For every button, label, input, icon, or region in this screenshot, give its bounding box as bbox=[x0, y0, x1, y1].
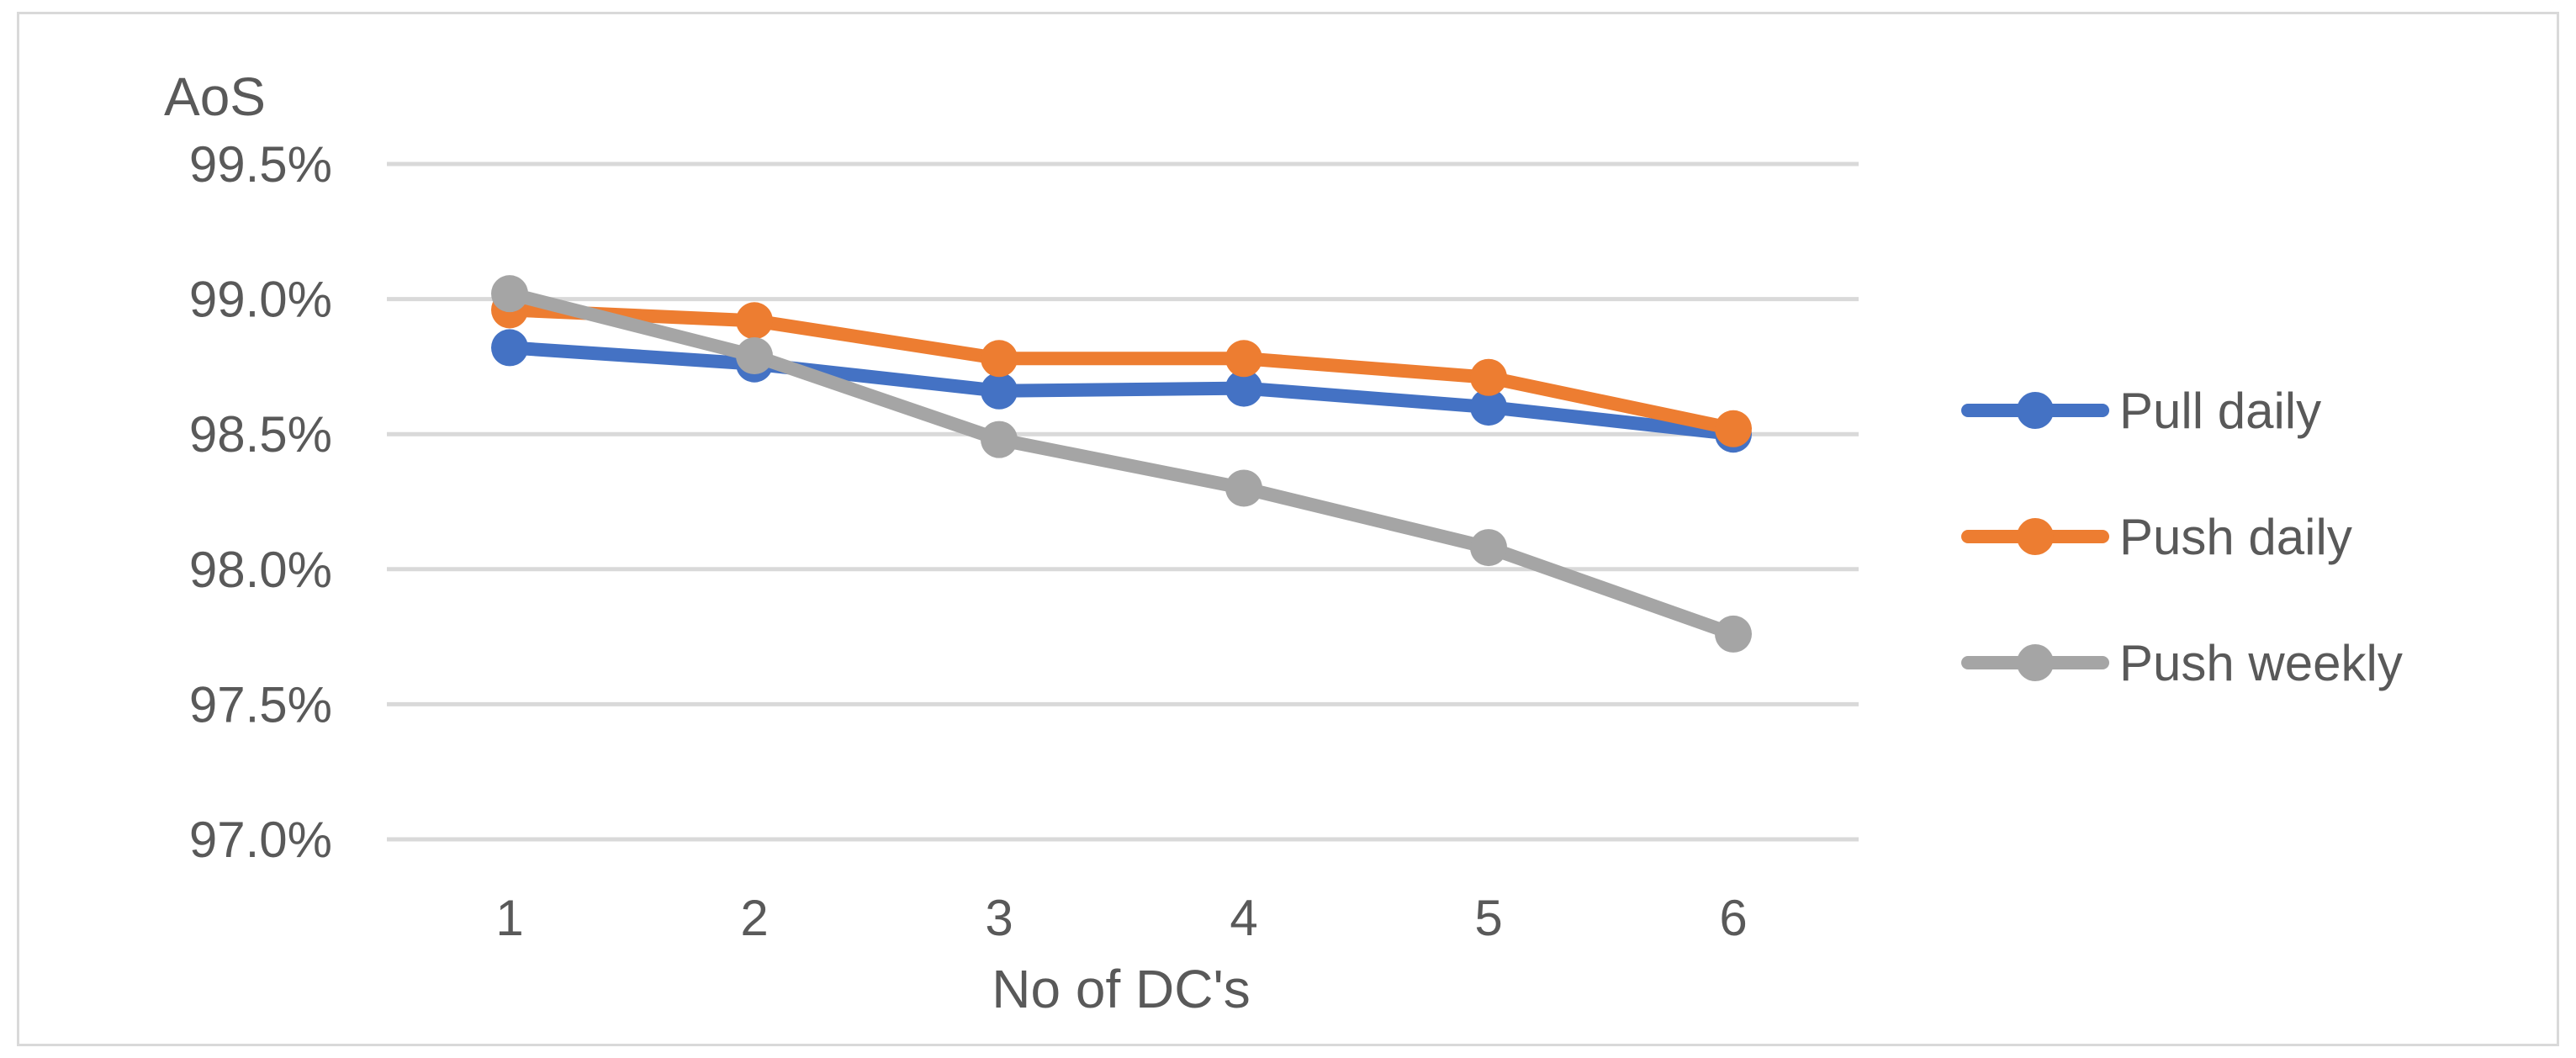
y-tick-label: 99.5% bbox=[189, 136, 332, 193]
data-point-pull-daily bbox=[1470, 389, 1507, 426]
legend-item-push-daily: Push daily bbox=[1961, 509, 2352, 565]
y-tick-label: 99.0% bbox=[189, 272, 332, 328]
data-point-push-weekly bbox=[491, 275, 528, 313]
data-point-push-weekly bbox=[1225, 469, 1262, 507]
x-tick-label: 4 bbox=[1230, 890, 1257, 946]
gridlines bbox=[387, 161, 1859, 842]
y-tick-label: 97.0% bbox=[189, 812, 332, 868]
legend-label: Push weekly bbox=[2119, 635, 2403, 691]
series-push-daily bbox=[491, 291, 1752, 447]
legend-swatch-marker bbox=[2017, 518, 2054, 555]
y-tick-label: 98.0% bbox=[189, 542, 332, 598]
series-line-push-weekly bbox=[503, 287, 1740, 641]
x-tick-label: 1 bbox=[495, 890, 523, 946]
data-point-push-daily bbox=[1470, 358, 1507, 396]
series-lines bbox=[491, 275, 1752, 653]
legend-item-pull-daily: Pull daily bbox=[1961, 383, 2321, 439]
data-point-push-weekly bbox=[1715, 615, 1752, 653]
data-point-pull-daily bbox=[981, 372, 1018, 410]
data-point-push-daily bbox=[1225, 340, 1262, 378]
x-tick-label: 3 bbox=[985, 890, 1013, 946]
x-tick-label: 6 bbox=[1719, 890, 1747, 946]
x-tick-label: 2 bbox=[740, 890, 768, 946]
series-line-push-daily bbox=[503, 303, 1740, 436]
y-axis-title: AoS bbox=[164, 66, 266, 127]
data-point-push-weekly bbox=[981, 421, 1018, 458]
legend-swatch-marker bbox=[2017, 644, 2054, 681]
legend-label: Push daily bbox=[2119, 509, 2352, 565]
data-point-push-daily bbox=[981, 340, 1018, 378]
x-axis-title: No of DC's bbox=[992, 959, 1250, 1019]
data-point-pull-daily bbox=[1225, 369, 1262, 407]
legend-swatch-marker bbox=[2017, 392, 2054, 429]
series-push-weekly bbox=[491, 275, 1752, 653]
y-axis-ticks: 97.0% 97.5% 98.0% 98.5% 99.0% 99.5% bbox=[189, 136, 332, 868]
x-tick-label: 5 bbox=[1474, 890, 1502, 946]
data-point-push-weekly bbox=[736, 337, 773, 375]
legend: Pull daily Push daily Push weekly bbox=[1961, 383, 2403, 691]
data-point-push-daily bbox=[1715, 410, 1752, 447]
x-axis-ticks: 1 2 3 4 5 6 bbox=[495, 890, 1747, 946]
series-line-pull-daily bbox=[503, 341, 1740, 442]
data-point-push-weekly bbox=[1470, 529, 1507, 567]
y-tick-label: 97.5% bbox=[189, 676, 332, 733]
data-point-pull-daily bbox=[491, 329, 528, 367]
legend-label: Pull daily bbox=[2119, 383, 2321, 439]
chart-frame bbox=[17, 12, 2559, 1046]
data-point-push-daily bbox=[736, 302, 773, 340]
legend-item-push-weekly: Push weekly bbox=[1961, 635, 2403, 691]
y-tick-label: 98.5% bbox=[189, 406, 332, 463]
